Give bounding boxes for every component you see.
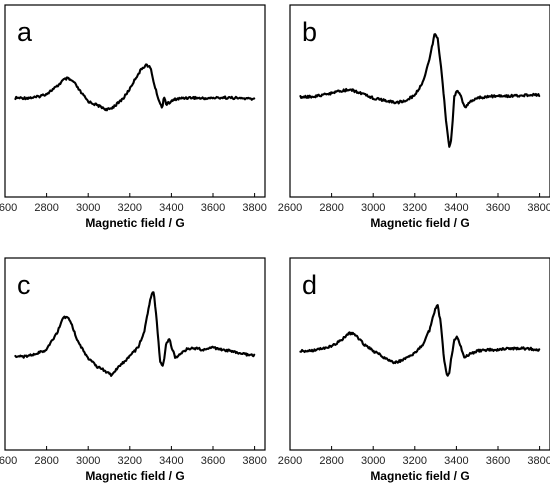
x-tick-label: 3800 [527,455,550,467]
plot-frame [4,4,266,198]
panel-label: a [17,17,33,47]
x-tick-label: 3600 [486,202,510,214]
x-tick-label: 3600 [201,202,225,214]
x-tick-label: 3000 [361,455,385,467]
x-tick-label: 3400 [159,202,183,214]
epr-spectrum-line [14,63,256,112]
x-axis-label: Magnetic field / G [370,216,469,230]
x-tick-label: 3200 [118,202,142,214]
epr-spectrum-line [299,33,541,148]
epr-spectrum-line [14,291,256,377]
x-tick-label: 3000 [76,455,100,467]
x-tick-label: 3000 [76,202,100,214]
x-tick-label: 2600 [278,202,302,214]
x-tick-label: 2800 [34,202,58,214]
x-tick-label: 3800 [242,455,266,467]
panel-b: b 2600 2800 3000 3200 3400 3600 3800 Magnetic fi… [278,4,550,230]
x-tick-label: 2800 [319,202,343,214]
x-tick-label: 3400 [159,455,183,467]
plot-frame [289,4,550,198]
epr-spectrum-line [299,304,541,377]
x-tick-label: 3000 [361,202,385,214]
panel-a: a 2600 2800 3000 3200 3400 3600 3800 Magnetic fi… [0,4,267,230]
x-tick-label: 3600 [201,455,225,467]
x-tick-label: 2600 [0,202,17,214]
x-axis-label: Magnetic field / G [85,469,184,483]
x-axis-label: Magnetic field / G [85,216,184,230]
x-tick-label: 3200 [403,202,427,214]
panel-d: d 2600 2800 3000 3200 3400 3600 3800 Magnetic fi… [278,257,550,483]
plot-frame [289,257,550,451]
panel-label: c [17,270,31,300]
x-tick-label: 3800 [527,202,550,214]
x-tick-label: 3200 [118,455,142,467]
x-axis-label: Magnetic field / G [370,469,469,483]
plot-frame [4,257,266,451]
x-tick-label: 3200 [403,455,427,467]
x-tick-label: 2600 [278,455,302,467]
x-tick-label: 3400 [444,455,468,467]
panel-label: b [302,17,317,47]
x-tick-label: 2800 [34,455,58,467]
x-tick-label: 2600 [0,455,17,467]
x-tick-label: 3400 [444,202,468,214]
panel-c: c 2600 2800 3000 3200 3400 3600 3800 Magnetic fi… [0,257,267,483]
x-tick-label: 2800 [319,455,343,467]
x-tick-label: 3600 [486,455,510,467]
panel-label: d [302,270,317,300]
x-tick-label: 3800 [242,202,266,214]
